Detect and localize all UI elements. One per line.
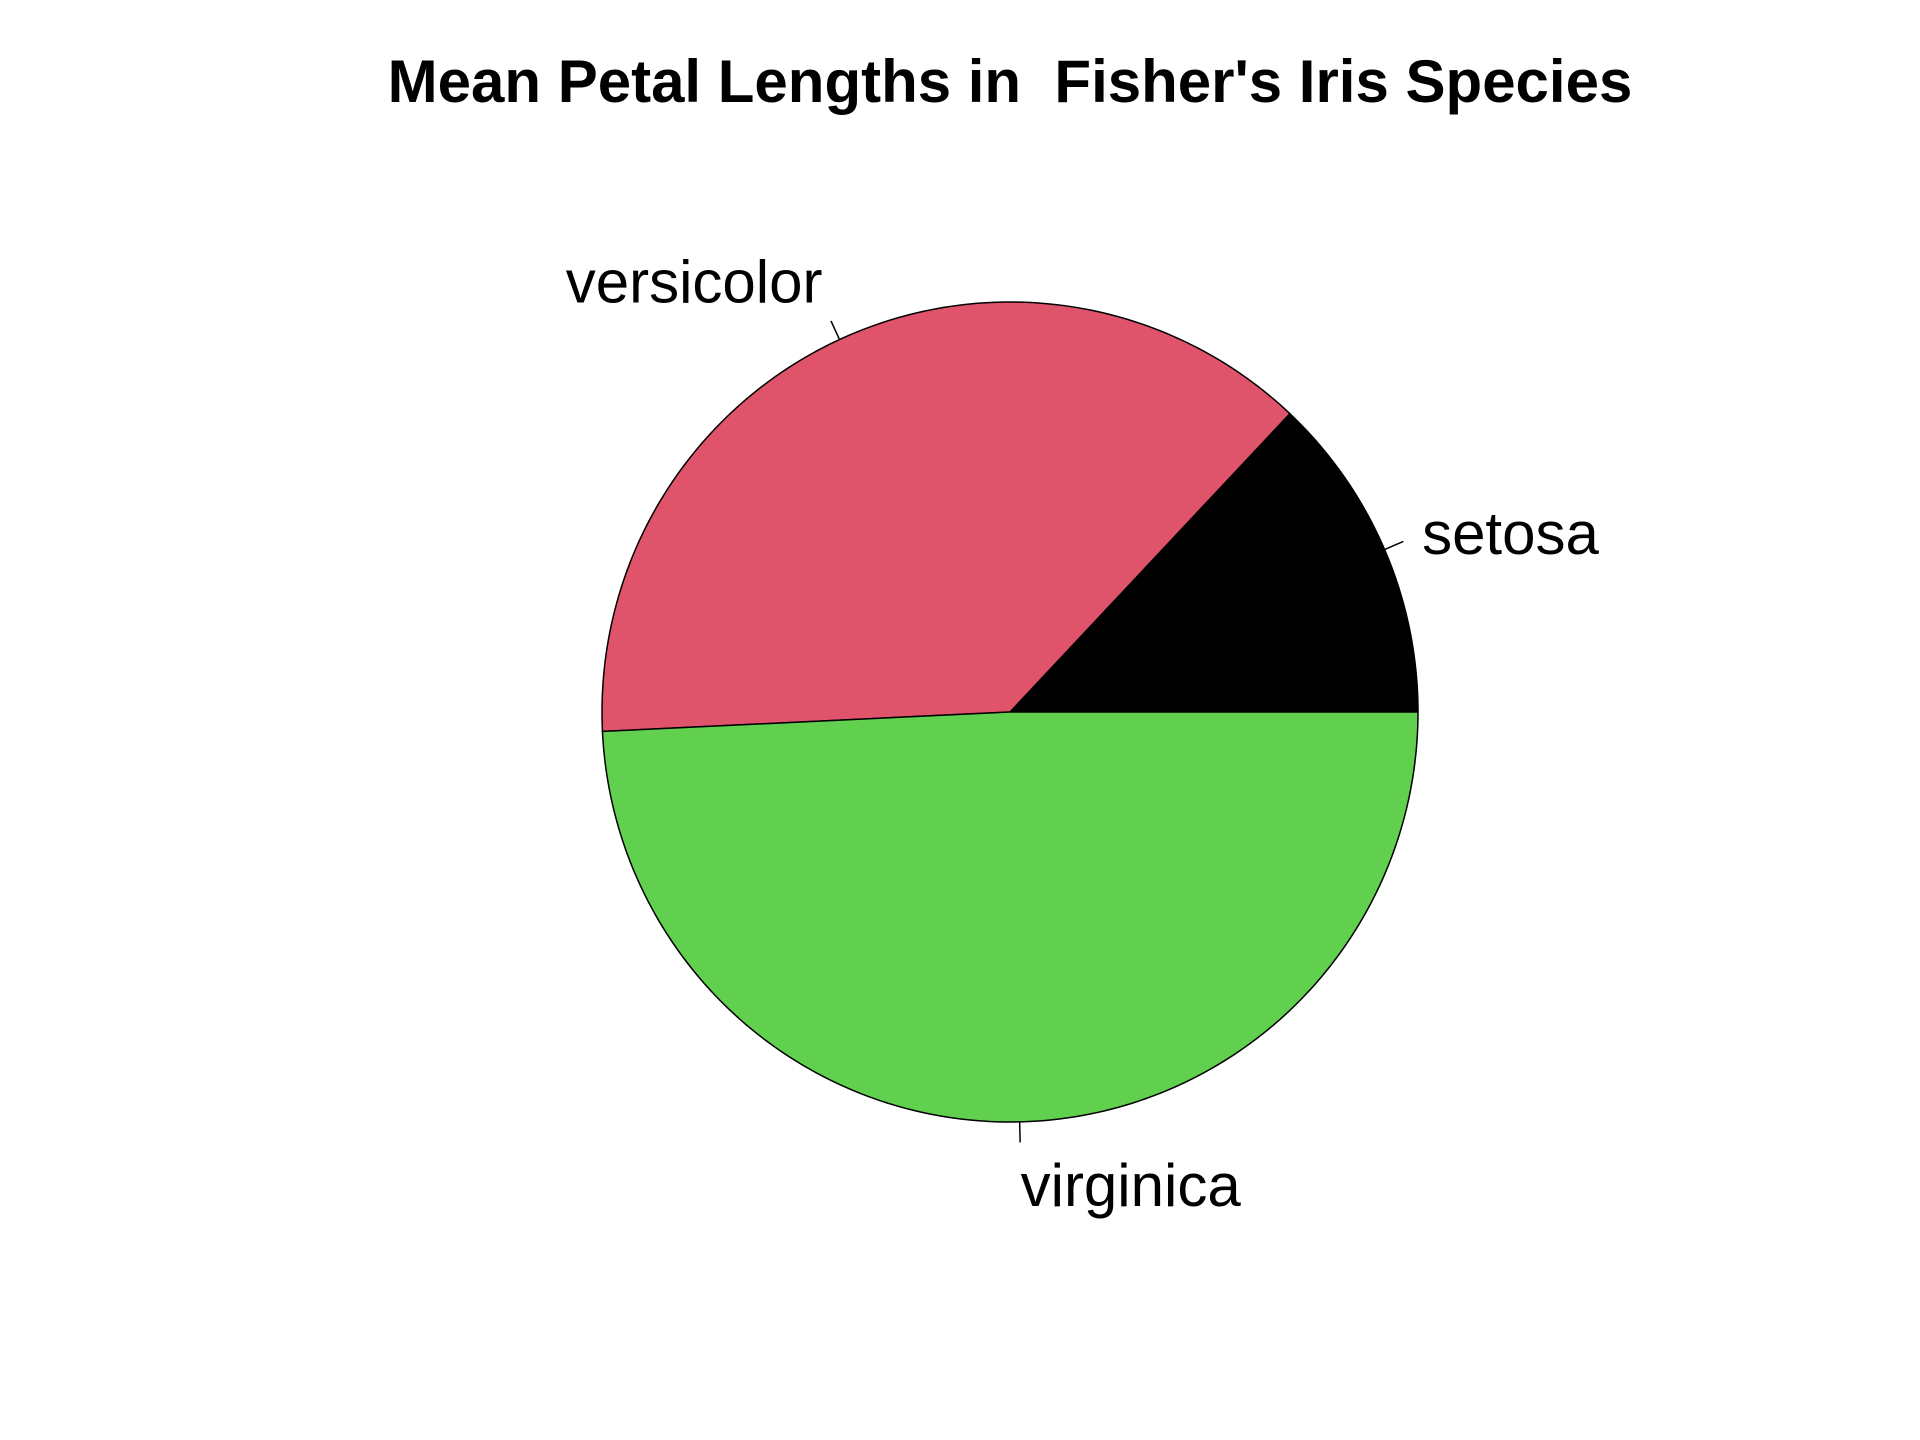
pie-slice-setosa (1008, 412, 1419, 713)
slice-label-setosa: setosa (1422, 500, 1599, 567)
slice-labels: setosa versicolor virginica (566, 248, 1600, 1219)
pie-slice-virginica (601, 711, 1419, 1123)
label-tick-versicolor (830, 320, 841, 340)
label-ticks (830, 320, 1404, 1143)
slice-label-virginica: virginica (1021, 1152, 1242, 1219)
chart-title: Mean Petal Lengths in Fisher's Iris Spec… (388, 48, 1633, 115)
pie-slice-versicolor (601, 301, 1291, 733)
label-tick-setosa (1384, 540, 1404, 551)
slice-label-versicolor: versicolor (566, 248, 823, 315)
pie-slices (601, 301, 1419, 1123)
